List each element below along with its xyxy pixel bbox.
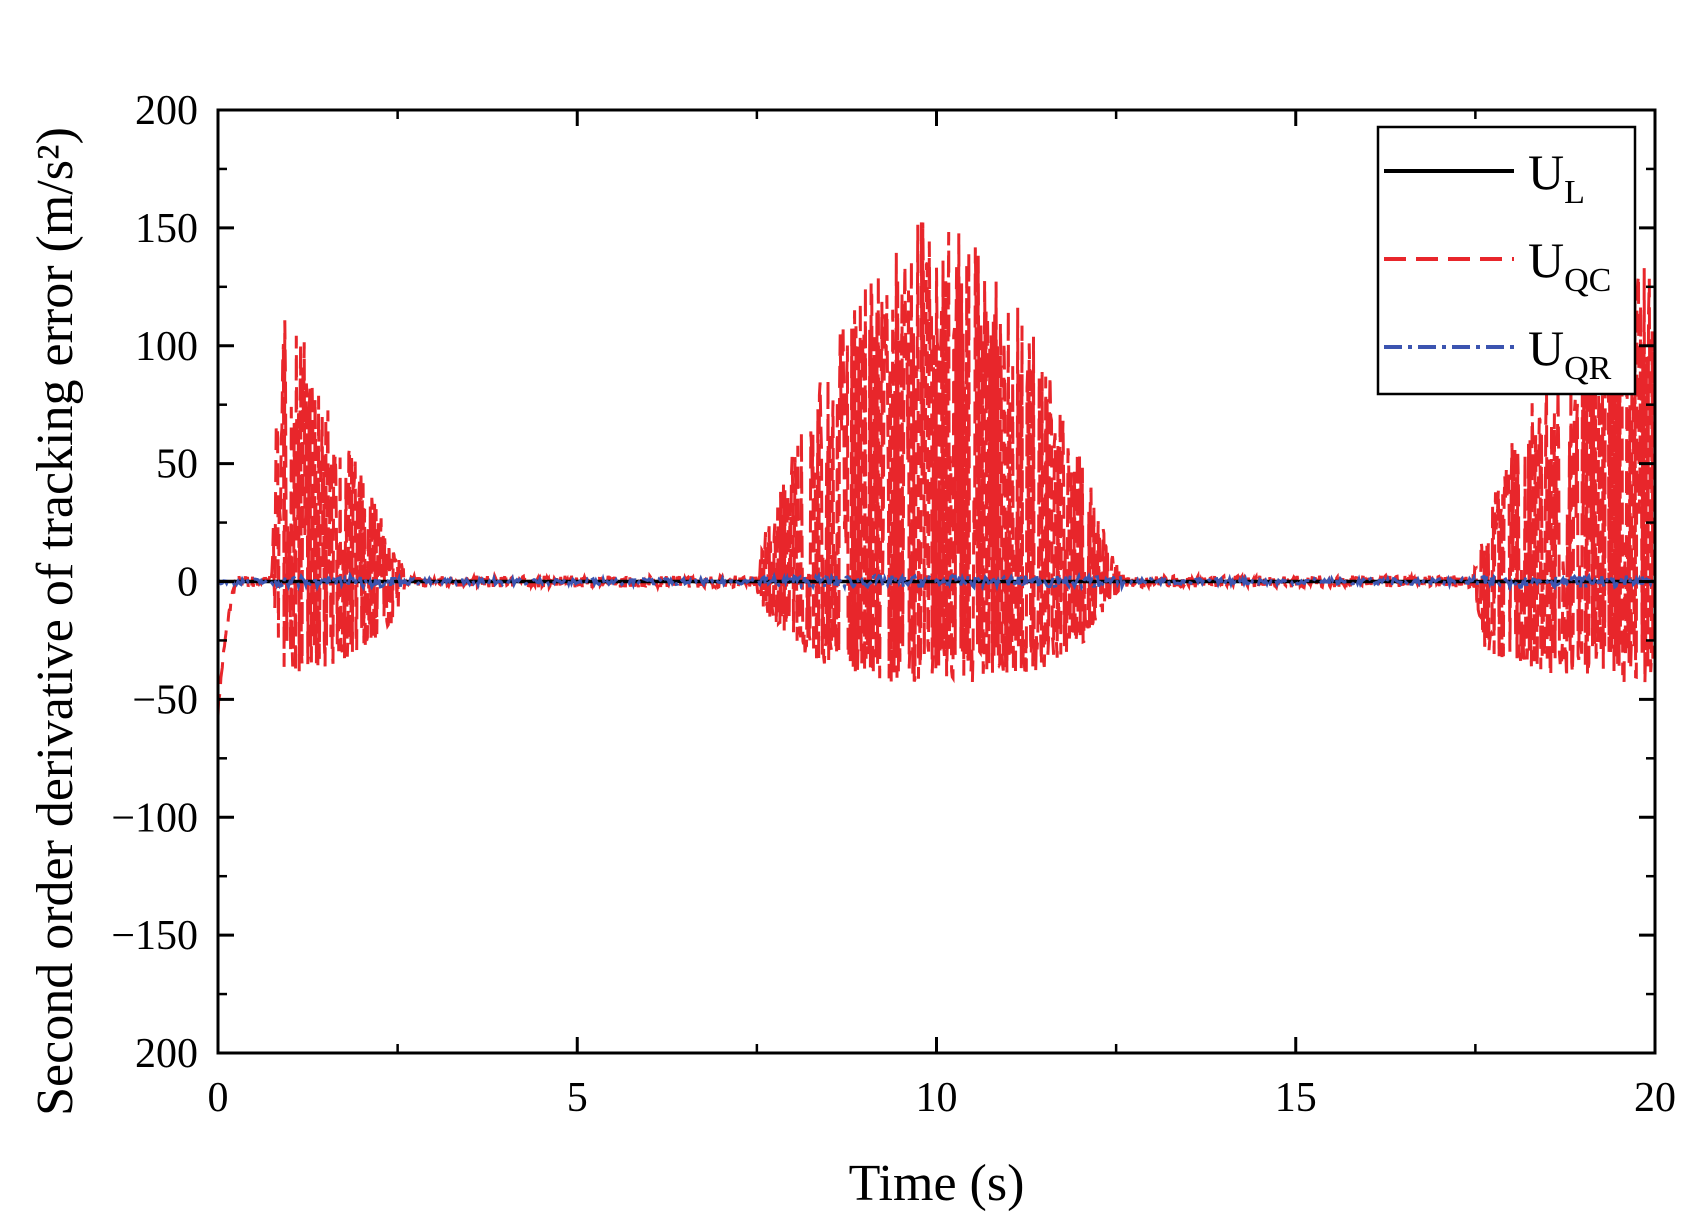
x-tick-label: 15 [1275, 1075, 1317, 1121]
x-tick-label: 20 [1634, 1075, 1676, 1121]
y-tick-label: −50 [132, 677, 198, 723]
x-axis-title: Time (s) [849, 1155, 1025, 1212]
y-tick-label: 200 [135, 1031, 198, 1077]
series-uqc-line [218, 222, 1655, 716]
legend-label-l: UL [1528, 144, 1585, 211]
series-layer [218, 222, 1655, 716]
x-tick-label: 5 [567, 1075, 588, 1121]
legend-label-qc: UQC [1528, 232, 1611, 299]
y-tick-label: −100 [111, 795, 198, 841]
legend-label-qr: UQR [1528, 320, 1612, 387]
plot-frame [216, 108, 1657, 1055]
x-tick-label: 10 [916, 1075, 958, 1121]
y-tick-label: 50 [156, 442, 198, 488]
y-tick-label: 200 [135, 88, 198, 134]
y-tick-label: 100 [135, 324, 198, 370]
x-tick-label: 0 [208, 1075, 229, 1121]
y-tick-label: 150 [135, 206, 198, 252]
legend: UL UQC UQR [1376, 125, 1637, 396]
y-axis-title: Second order derivative of tracking erro… [27, 127, 84, 1116]
series-uqr-line [218, 570, 1655, 593]
y-tick-label: −150 [111, 913, 198, 959]
y-tick-label: 0 [177, 560, 198, 606]
ticks-layer: 0 5 10 15 20 200 150 100 50 0 −50 −100 −150 200 [111, 88, 1676, 1121]
